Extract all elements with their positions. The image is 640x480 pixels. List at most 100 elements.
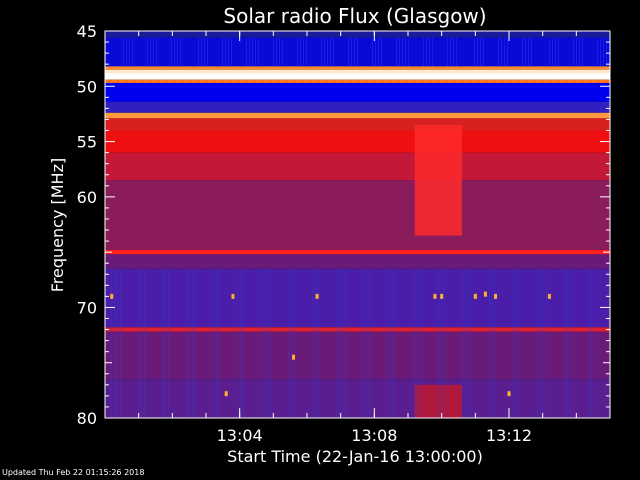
texture-streak [567, 268, 568, 418]
harmonic-dot [237, 79, 239, 83]
harmonic-dot [429, 79, 431, 83]
texture-streak [513, 268, 514, 418]
texture-streak [552, 37, 553, 67]
harmonic-dot [149, 79, 151, 83]
harmonic-dot [325, 79, 327, 83]
texture-streak [537, 268, 538, 418]
axes: 13:04 13:08 13:12 45 50 55 60 70 80 [77, 22, 611, 445]
texture-streak [345, 268, 346, 418]
harmonic-dot [229, 79, 231, 83]
texture-streak [228, 37, 229, 67]
y-tick-label: 50 [77, 77, 97, 96]
harmonic-dot [125, 79, 127, 83]
texture-streak [333, 37, 334, 67]
harmonic-dot [501, 79, 503, 83]
texture-streak [375, 37, 376, 67]
noise-texture [105, 37, 610, 418]
texture-streak [462, 268, 463, 418]
texture-streak [432, 37, 433, 67]
texture-streak [594, 268, 595, 418]
texture-streak [282, 37, 283, 67]
texture-streak [288, 268, 289, 418]
texture-streak [414, 268, 415, 418]
texture-streak [576, 37, 577, 67]
texture-streak [588, 268, 589, 418]
harmonic-dot [517, 79, 519, 83]
texture-streak [417, 268, 418, 418]
texture-streak [240, 268, 241, 418]
texture-streak [405, 37, 406, 67]
harmonic-dot [605, 79, 607, 83]
harmonic-dot [253, 79, 255, 83]
frequency-band-6 [105, 82, 610, 102]
harmonic-dot [277, 79, 279, 83]
harmonic-dot [485, 79, 487, 83]
harmonic-dot [557, 79, 559, 83]
texture-streak [399, 37, 400, 67]
y-axis-label: Frequency [MHz] [48, 158, 67, 292]
texture-streak [330, 37, 331, 67]
texture-streak [516, 268, 517, 418]
texture-streak [165, 268, 166, 418]
texture-streak [525, 37, 526, 67]
texture-streak [336, 268, 337, 418]
texture-streak [213, 268, 214, 418]
texture-streak [504, 37, 505, 67]
texture-streak [348, 37, 349, 67]
texture-streak [369, 268, 370, 418]
harmonic-dot [533, 79, 535, 83]
texture-streak [303, 37, 304, 67]
burst-spike-9 [292, 354, 296, 360]
harmonic-dot [341, 79, 343, 83]
texture-streak [219, 268, 220, 418]
harmonic-dot [261, 79, 263, 83]
texture-streak [186, 268, 187, 418]
texture-streak [111, 268, 112, 418]
texture-streak [423, 37, 424, 67]
texture-streak [477, 37, 478, 67]
harmonic-dot [317, 79, 319, 83]
texture-streak [123, 37, 124, 67]
texture-streak [456, 37, 457, 67]
texture-streak [195, 268, 196, 418]
texture-streak [450, 37, 451, 67]
texture-streak [426, 37, 427, 67]
frequency-band-0 [105, 31, 610, 38]
plot-area [105, 31, 610, 418]
texture-streak [579, 37, 580, 67]
harmonic-dot [189, 79, 191, 83]
texture-streak [393, 268, 394, 418]
texture-streak [342, 268, 343, 418]
texture-streak [429, 37, 430, 67]
burst-spike-3 [433, 293, 437, 299]
texture-streak [318, 268, 319, 418]
texture-streak [246, 37, 247, 67]
harmonic-dot [117, 79, 119, 83]
texture-streak [600, 37, 601, 67]
texture-streak [258, 37, 259, 67]
harmonic-dot [445, 79, 447, 83]
texture-streak [570, 268, 571, 418]
texture-streak [270, 268, 271, 418]
harmonic-dot [269, 79, 271, 83]
harmonic-dot [525, 79, 527, 83]
updated-timestamp: Updated Thu Feb 22 01:15:26 2018 [2, 468, 145, 477]
harmonic-dot [421, 79, 423, 83]
texture-streak [582, 37, 583, 67]
texture-streak [126, 37, 127, 67]
burst-spike-8 [547, 293, 551, 299]
texture-streak [261, 268, 262, 418]
texture-streak [273, 37, 274, 67]
texture-streak [141, 268, 142, 418]
burst-spike-2 [315, 293, 319, 299]
texture-streak [549, 37, 550, 67]
burst-spike-6 [483, 291, 487, 297]
harmonic-dot [157, 79, 159, 83]
texture-streak [129, 37, 130, 67]
frequency-band-17 [105, 331, 610, 380]
burst-spike-5 [473, 293, 477, 299]
harmonic-dot [461, 79, 463, 83]
burst-low-region [414, 384, 462, 418]
texture-streak [174, 37, 175, 67]
harmonic-dot [349, 79, 351, 83]
